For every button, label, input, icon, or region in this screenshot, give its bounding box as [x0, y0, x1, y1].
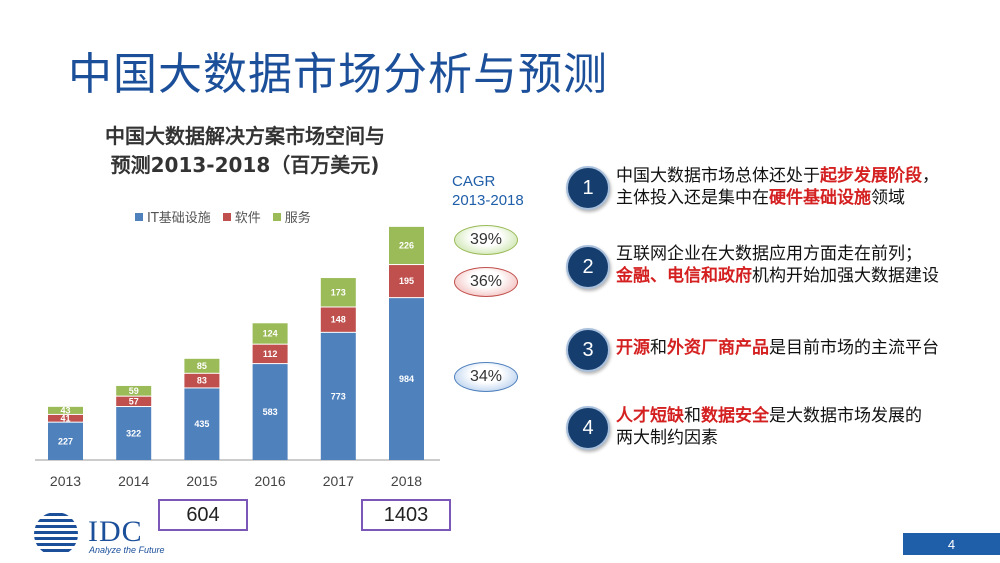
point-highlight: 起步发展阶段 — [820, 166, 922, 186]
bar-segment — [252, 344, 288, 364]
data-label: 59 — [129, 386, 139, 396]
chart-legend: IT基础设施 软件 服务 — [135, 207, 311, 226]
bar-segment — [389, 265, 424, 298]
point-text-segment: ， — [922, 166, 939, 186]
cagr-it-oval: 34% — [454, 362, 518, 392]
point-highlight: 开源 — [616, 338, 650, 358]
point-text-segment: 领域 — [871, 188, 905, 208]
bar-segment — [184, 388, 220, 460]
data-label: 83 — [197, 376, 207, 386]
cagr-period: 2013-2018 — [452, 192, 524, 209]
data-label: 148 — [331, 315, 346, 325]
point-number-3: 3 — [566, 328, 610, 372]
x-tick-label: 2013 — [50, 473, 81, 489]
page-number: 4 — [903, 533, 1000, 555]
point-number-2: 2 — [566, 245, 610, 289]
point-text-segment: 是目前市场的主流平台 — [769, 338, 939, 358]
bar-segment — [389, 298, 424, 460]
bar-segment — [48, 422, 83, 460]
point-number-4: 4 — [566, 406, 610, 450]
point-number-1: 1 — [566, 166, 610, 210]
point-highlight: 数据安全 — [701, 406, 769, 426]
idc-globe-icon — [34, 513, 78, 552]
point-text-segment: 和 — [650, 338, 667, 358]
point-text-segment: 和 — [684, 406, 701, 426]
legend-item-it: IT基础设施 — [135, 207, 211, 226]
idc-logo: IDC — [88, 515, 143, 548]
point-text-3: 开源和外资厂商产品是目前市场的主流平台 — [616, 337, 939, 359]
chart-title-line1: 中国大数据解决方案市场空间与 — [105, 124, 385, 148]
data-label: 43 — [60, 405, 70, 415]
point-text-2: 互联网企业在大数据应用方面走在前列； 金融、电信和政府机构开始加强大数据建设 — [616, 243, 939, 287]
chart-title: 中国大数据解决方案市场空间与 预测2013-2018（百万美元) — [70, 122, 420, 180]
point-text-segment: 中国大数据市场总体还处于 — [616, 166, 820, 186]
bar-segment — [116, 385, 152, 396]
x-tick-label: 2018 — [391, 473, 422, 489]
cagr-label: CAGR 2013-2018 — [452, 172, 524, 210]
x-tick-label: 2016 — [255, 473, 286, 489]
x-tick-label: 2015 — [186, 473, 217, 489]
bar-segment — [252, 364, 288, 460]
legend-item-services: 服务 — [272, 207, 311, 226]
point-highlight: 硬件基础设施 — [769, 188, 871, 208]
point-highlight: 外资厂商产品 — [667, 338, 769, 358]
bar-segment — [252, 323, 288, 344]
bar-segment — [320, 278, 356, 307]
idc-tagline: Analyze the Future — [89, 545, 165, 555]
x-tick-label: 2014 — [118, 473, 149, 489]
point-text-segment: 主体投入还是集中在 — [616, 188, 769, 208]
point-text-segment: 是大数据市场发展的 — [769, 406, 922, 426]
data-label: 124 — [263, 328, 278, 338]
data-label: 173 — [331, 287, 346, 297]
bar-segment — [48, 414, 83, 422]
data-label: 322 — [126, 429, 141, 439]
data-label: 195 — [399, 276, 414, 286]
data-label: 41 — [60, 413, 70, 423]
point-highlight: 人才短缺 — [616, 406, 684, 426]
data-label: 435 — [194, 419, 209, 429]
bar-segment — [320, 332, 356, 460]
data-label: 226 — [399, 240, 414, 250]
data-label: 227 — [58, 436, 73, 446]
bar-segment — [48, 406, 83, 414]
data-label: 85 — [197, 361, 207, 371]
bar-segment — [389, 226, 424, 265]
total-box-2018: 1403 — [361, 499, 451, 531]
cagr-title: CAGR — [452, 173, 496, 190]
point-text-4: 人才短缺和数据安全是大数据市场发展的两大制约因素 — [616, 405, 922, 449]
bar-segment — [116, 407, 152, 460]
chart-title-line2: 预测2013-2018（百万美元) — [110, 153, 380, 177]
legend-item-software: 软件 — [222, 207, 261, 226]
bar-segment — [116, 396, 152, 407]
data-label: 57 — [129, 396, 139, 406]
data-label: 583 — [263, 407, 278, 417]
point-text-segment: 互联网企业在大数据应用方面走在前列； — [616, 244, 922, 264]
bar-segment — [184, 373, 220, 388]
cagr-services-oval: 39% — [454, 225, 518, 255]
data-label: 984 — [399, 374, 414, 384]
x-tick-label: 2017 — [323, 473, 354, 489]
point-text-segment: 两大制约因素 — [616, 428, 718, 448]
point-highlight: 金融、电信和政府 — [616, 266, 752, 286]
data-label: 773 — [331, 391, 346, 401]
point-text-segment: 机构开始加强大数据建设 — [752, 266, 939, 286]
cagr-software-oval: 36% — [454, 267, 518, 297]
bar-segment — [184, 358, 220, 373]
total-box-2015: 604 — [158, 499, 248, 531]
point-text-1: 中国大数据市场总体还处于起步发展阶段， 主体投入还是集中在硬件基础设施领域 — [616, 165, 939, 209]
page-title: 中国大数据市场分析与预测 — [68, 49, 608, 100]
data-label: 112 — [263, 349, 278, 359]
bar-segment — [320, 307, 356, 332]
